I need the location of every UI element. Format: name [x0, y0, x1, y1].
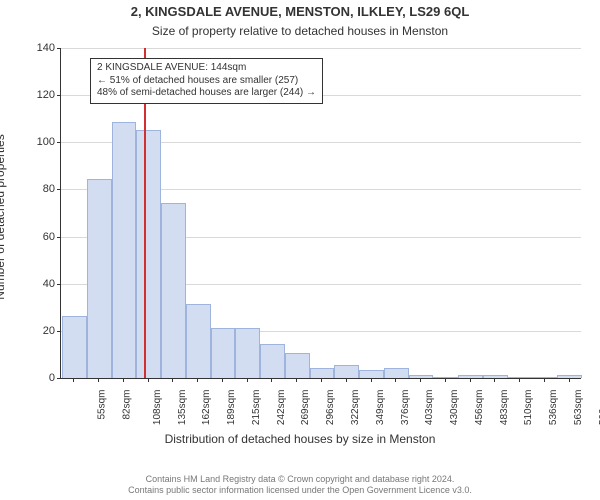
histogram-bar — [310, 368, 335, 378]
xtick-mark — [569, 378, 570, 382]
histogram-bar — [384, 368, 409, 378]
annotation-box: 2 KINGSDALE AVENUE: 144sqm← 51% of detac… — [90, 58, 323, 104]
histogram-bar — [136, 130, 161, 379]
histogram-bar — [62, 316, 87, 378]
xtick-label: 215sqm — [251, 388, 262, 426]
xtick-label: 55sqm — [97, 388, 108, 420]
xtick-mark — [544, 378, 545, 382]
footer-attribution: Contains HM Land Registry data © Crown c… — [0, 474, 600, 497]
xtick-mark — [346, 378, 347, 382]
xtick-mark — [197, 378, 198, 382]
xtick-mark — [395, 378, 396, 382]
chart-title: 2, KINGSDALE AVENUE, MENSTON, ILKLEY, LS… — [0, 4, 600, 19]
xtick-mark — [519, 378, 520, 382]
footer-line-2: Contains public sector information licen… — [0, 485, 600, 496]
xtick-mark — [73, 378, 74, 382]
xtick-label: 510sqm — [523, 388, 534, 426]
xtick-label: 82sqm — [122, 388, 133, 420]
xtick-label: 483sqm — [499, 388, 510, 426]
annotation-line: ← 51% of detached houses are smaller (25… — [97, 75, 316, 88]
ytick-label: 20 — [43, 325, 61, 337]
xtick-mark — [222, 378, 223, 382]
xtick-mark — [494, 378, 495, 382]
xtick-mark — [470, 378, 471, 382]
gridline — [61, 48, 581, 49]
histogram-bar — [359, 370, 384, 378]
xtick-label: 108sqm — [152, 388, 163, 426]
xtick-mark — [123, 378, 124, 382]
histogram-bar — [161, 203, 186, 378]
histogram-bar — [186, 304, 211, 378]
ytick-label: 80 — [43, 183, 61, 195]
xtick-mark — [172, 378, 173, 382]
xtick-mark — [296, 378, 297, 382]
ytick-label: 100 — [37, 136, 61, 148]
xtick-mark — [247, 378, 248, 382]
ytick-label: 40 — [43, 278, 61, 290]
histogram-bar — [260, 344, 285, 378]
xtick-mark — [445, 378, 446, 382]
xtick-mark — [271, 378, 272, 382]
xtick-label: 189sqm — [226, 388, 237, 426]
footer-line-1: Contains HM Land Registry data © Crown c… — [0, 474, 600, 485]
property-size-chart: 2, KINGSDALE AVENUE, MENSTON, ILKLEY, LS… — [0, 0, 600, 500]
xtick-label: 349sqm — [375, 388, 386, 426]
histogram-bar — [87, 179, 112, 378]
ytick-label: 60 — [43, 231, 61, 243]
histogram-bar — [285, 353, 310, 378]
annotation-line: 48% of semi-detached houses are larger (… — [97, 87, 316, 100]
xtick-label: 242sqm — [276, 388, 287, 426]
chart-subtitle: Size of property relative to detached ho… — [0, 24, 600, 38]
ytick-label: 120 — [37, 89, 61, 101]
histogram-bar — [211, 328, 236, 379]
histogram-bar — [112, 122, 137, 378]
annotation-line: 2 KINGSDALE AVENUE: 144sqm — [97, 62, 316, 75]
xtick-label: 322sqm — [350, 388, 361, 426]
xtick-label: 162sqm — [202, 388, 213, 426]
xtick-mark — [321, 378, 322, 382]
xtick-label: 403sqm — [424, 388, 435, 426]
xtick-mark — [148, 378, 149, 382]
ytick-label: 140 — [37, 42, 61, 54]
xtick-mark — [420, 378, 421, 382]
ytick-label: 0 — [49, 372, 61, 384]
xtick-label: 296sqm — [325, 388, 336, 426]
histogram-bar — [334, 365, 359, 378]
xtick-label: 376sqm — [400, 388, 411, 426]
xtick-mark — [371, 378, 372, 382]
xtick-label: 269sqm — [301, 388, 312, 426]
xtick-label: 430sqm — [449, 388, 460, 426]
xtick-mark — [98, 378, 99, 382]
xtick-label: 456sqm — [474, 388, 485, 426]
histogram-bar — [235, 328, 260, 379]
x-axis-label: Distribution of detached houses by size … — [0, 432, 600, 446]
y-axis-label: Number of detached properties — [0, 134, 7, 299]
xtick-label: 563sqm — [573, 388, 584, 426]
xtick-label: 536sqm — [548, 388, 559, 426]
xtick-label: 135sqm — [177, 388, 188, 426]
